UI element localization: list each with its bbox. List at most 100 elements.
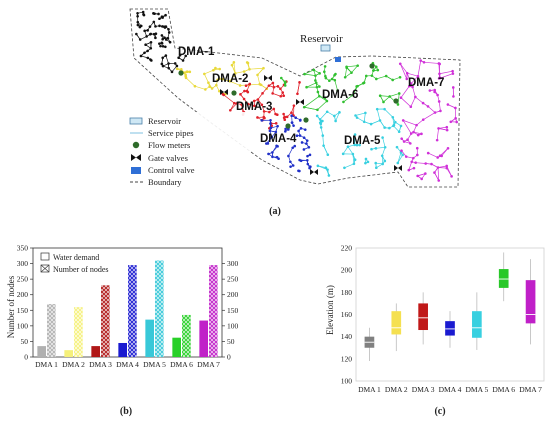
bar-y2tick-label: 150 bbox=[227, 306, 239, 315]
network-node bbox=[318, 85, 321, 88]
box-xtick-label: DMA 2 bbox=[385, 385, 408, 394]
legend-control-valve: Control valve bbox=[148, 165, 195, 175]
network-node bbox=[239, 93, 242, 96]
bar-xtick-label: DMA 2 bbox=[62, 360, 85, 369]
dma-label-6: DMA-6 bbox=[322, 89, 358, 101]
network-node bbox=[160, 62, 164, 66]
network-node bbox=[316, 164, 320, 168]
network-node bbox=[381, 136, 384, 139]
network-node bbox=[256, 73, 259, 77]
network-node bbox=[370, 74, 374, 77]
network-node bbox=[287, 128, 290, 131]
network-node bbox=[279, 87, 282, 91]
network-node bbox=[370, 147, 373, 151]
network-node bbox=[325, 110, 329, 114]
pipe-segment bbox=[415, 162, 426, 164]
network-node bbox=[323, 96, 327, 100]
pipe-segment bbox=[437, 167, 447, 169]
network-node bbox=[364, 157, 368, 161]
pipe-segment bbox=[439, 148, 449, 156]
gate-valve-icon bbox=[394, 165, 402, 171]
network-node bbox=[230, 63, 234, 67]
network-node bbox=[243, 89, 246, 93]
pipe-segment bbox=[343, 94, 354, 103]
network-node bbox=[271, 151, 274, 154]
network-node bbox=[322, 144, 325, 147]
network-node bbox=[302, 148, 306, 151]
dma-label-4: DMA-4 bbox=[260, 133, 297, 145]
network-node bbox=[362, 120, 366, 124]
network-node bbox=[193, 84, 197, 88]
bar-hatch-overlay bbox=[209, 265, 218, 357]
network-node bbox=[436, 93, 439, 97]
network-node bbox=[284, 127, 287, 131]
network-node bbox=[319, 126, 323, 129]
network-node bbox=[375, 107, 379, 111]
network-node bbox=[327, 174, 331, 177]
pipe-segment bbox=[249, 83, 260, 86]
network-node bbox=[221, 77, 224, 81]
pipe-segment bbox=[434, 172, 440, 181]
network-node bbox=[338, 111, 341, 114]
network-node bbox=[270, 135, 274, 139]
pipe-segment bbox=[438, 126, 447, 129]
network-node bbox=[321, 134, 325, 137]
network-node bbox=[244, 84, 248, 88]
pipe-segment bbox=[272, 145, 277, 153]
network-node bbox=[323, 70, 326, 74]
network-node bbox=[181, 59, 185, 62]
network-node bbox=[180, 67, 183, 71]
network-node bbox=[267, 152, 270, 156]
box-xtick-label: DMA 3 bbox=[412, 385, 435, 394]
pipe-segment bbox=[400, 85, 410, 98]
pipe-segment bbox=[344, 163, 355, 169]
network-node bbox=[355, 116, 359, 119]
pipe-segment bbox=[423, 61, 439, 64]
network-node bbox=[366, 160, 370, 164]
pipe-segment bbox=[439, 70, 453, 75]
panel-label-b: (b) bbox=[120, 406, 132, 417]
network-node bbox=[149, 58, 152, 61]
pipe-segment bbox=[355, 112, 366, 116]
network-node bbox=[407, 168, 411, 172]
network-node bbox=[160, 15, 164, 18]
network-node bbox=[163, 26, 167, 29]
network-node bbox=[146, 49, 149, 53]
pipe-segment bbox=[320, 127, 324, 136]
network-node bbox=[374, 161, 378, 165]
pipe-segment bbox=[323, 145, 329, 155]
bar-y2tick-label: 200 bbox=[227, 290, 239, 299]
bar-hatch-overlay bbox=[155, 260, 164, 357]
network-node bbox=[146, 56, 150, 60]
network-node bbox=[422, 61, 426, 64]
network-node bbox=[315, 114, 319, 118]
network-node bbox=[185, 70, 188, 74]
network-node bbox=[164, 38, 168, 41]
box-ytick-label: 160 bbox=[341, 310, 353, 319]
flow-meter-icon bbox=[393, 98, 399, 104]
network-node bbox=[400, 149, 403, 152]
network-node bbox=[142, 13, 145, 16]
network-node bbox=[353, 143, 356, 147]
network-node bbox=[375, 166, 378, 170]
network-node bbox=[397, 92, 401, 95]
network-node bbox=[420, 177, 423, 181]
network-node bbox=[161, 45, 165, 48]
network-node bbox=[135, 32, 138, 36]
network-node bbox=[139, 24, 143, 28]
bar-water-demand bbox=[199, 320, 208, 357]
network-node bbox=[315, 85, 319, 89]
network-node bbox=[298, 169, 301, 173]
network-node bbox=[426, 151, 430, 155]
flow-meter-icon bbox=[132, 141, 140, 149]
network-node bbox=[161, 64, 165, 68]
pipe-segment bbox=[317, 165, 328, 170]
legend-boundary: Boundary bbox=[148, 177, 182, 187]
bar-ytick-label: 200 bbox=[17, 290, 29, 299]
network-node bbox=[274, 122, 278, 125]
network-node bbox=[374, 65, 378, 69]
network-node bbox=[247, 102, 250, 106]
network-node bbox=[436, 166, 440, 169]
network-node bbox=[178, 53, 182, 57]
network-node bbox=[282, 112, 285, 116]
